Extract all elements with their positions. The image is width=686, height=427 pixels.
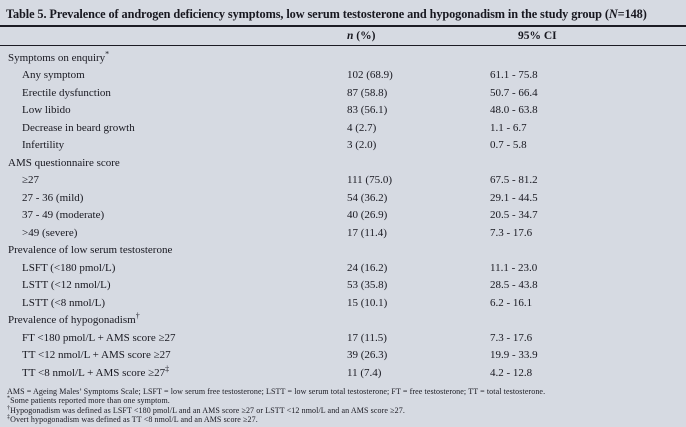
footnote-line: AMS = Ageing Males’ Symptoms Scale; LSFT… — [7, 386, 546, 396]
superscript-marker: ‡ — [165, 364, 170, 374]
row-label: Infertility — [22, 139, 65, 152]
data-row: FT <180 pmol/L + AMS score ≥27 17 (11.5) 7… — [0, 329, 686, 347]
table-title-n-variable: N — [608, 7, 618, 21]
section-label: Prevalence of low serum testosterone — [8, 244, 173, 257]
table-body: Symptoms on enquiry* Any symptom 102 (68.9… — [0, 46, 686, 382]
superscript-marker: † — [135, 311, 140, 321]
data-row: Decrease in beard growth 4 (2.7) 1.1 - 6.7 — [0, 119, 686, 137]
section-row: AMS questionnaire score — [0, 154, 686, 172]
section-row: Prevalence of low serum testosterone — [0, 242, 686, 260]
n-percent-value: 53 (35.8) — [347, 279, 388, 292]
data-row: Erectile dysfunction 87 (58.8) 50.7 - 66.4 — [0, 84, 686, 102]
ci-value: 7.3 - 17.6 — [490, 226, 533, 239]
header-n-italic: n — [347, 30, 354, 42]
data-row: ≥27 111 (75.0) 67.5 - 81.2 — [0, 172, 686, 190]
data-row: TT <12 nmol/L + AMS score ≥27 39 (26.3) 19… — [0, 347, 686, 365]
n-percent-value: 15 (10.1) — [347, 296, 388, 309]
header-empty-cell — [0, 27, 347, 46]
ci-value: 11.1 - 23.0 — [490, 261, 538, 274]
row-label: 27 - 36 (mild) — [22, 191, 84, 204]
row-label: Low libido — [22, 104, 71, 117]
row-label: Decrease in beard growth — [22, 121, 135, 134]
section-row: Prevalence of hypogonadism† — [0, 312, 686, 330]
ci-value: 29.1 - 44.5 — [490, 191, 538, 204]
ci-value: 20.5 - 34.7 — [490, 209, 538, 222]
footnotes: AMS = Ageing Males’ Symptoms Scale; LSFT… — [0, 387, 686, 425]
ci-value: 50.7 - 66.4 — [490, 86, 538, 99]
n-percent-value: 39 (26.3) — [347, 349, 388, 362]
row-label: TT <12 nmol/L + AMS score ≥27 — [22, 349, 171, 362]
row-label: ≥27 — [22, 174, 40, 187]
superscript-marker: * — [7, 395, 11, 402]
row-label: TT <8 nmol/L + AMS score ≥27‡ — [22, 364, 170, 379]
footnote-line: ‡Overt hypogonadism was defined as TT <8… — [7, 414, 258, 425]
header-row: n (%) 95% CI — [0, 27, 686, 46]
superscript-marker: † — [7, 405, 11, 412]
data-row: LSTT (<12 nmol/L) 53 (35.8) 28.5 - 43.8 — [0, 277, 686, 295]
n-percent-value: 17 (11.4) — [347, 226, 387, 239]
row-label: LSFT (<180 pmol/L) — [22, 261, 116, 274]
data-row: >49 (severe) 17 (11.4) 7.3 - 17.6 — [0, 224, 686, 242]
row-label: Erectile dysfunction — [22, 86, 111, 99]
ci-value: 19.9 - 33.9 — [490, 349, 538, 362]
n-percent-value: 24 (16.2) — [347, 261, 388, 274]
ci-value: 67.5 - 81.2 — [490, 174, 538, 187]
footnote-line: †Hypogonadism was defined as LSFT <180 p… — [7, 405, 405, 415]
ci-value: 28.5 - 43.8 — [490, 279, 538, 292]
ci-value: 6.2 - 16.1 — [490, 296, 533, 309]
data-row: Infertility 3 (2.0) 0.7 - 5.8 — [0, 137, 686, 155]
data-row: Any symptom 102 (68.9) 61.1 - 75.8 — [0, 67, 686, 85]
n-percent-value: 111 (75.0) — [347, 174, 393, 187]
data-row: LSFT (<180 pmol/L) 24 (16.2) 11.1 - 23.0 — [0, 259, 686, 277]
data-row: LSTT (<8 nmol/L) 15 (10.1) 6.2 - 16.1 — [0, 294, 686, 312]
n-percent-value: 3 (2.0) — [347, 139, 377, 152]
n-percent-value: 87 (58.8) — [347, 86, 388, 99]
ci-value: 1.1 - 6.7 — [490, 121, 527, 134]
table-title-text: Table 5. Prevalence of androgen deficien… — [6, 7, 609, 21]
row-label: Any symptom — [22, 69, 85, 82]
table-title-count: =148) — [617, 7, 647, 21]
ci-value: 0.7 - 5.8 — [490, 139, 527, 152]
section-label: Prevalence of hypogonadism† — [8, 311, 140, 327]
row-label: LSTT (<12 nmol/L) — [22, 279, 111, 292]
row-label: LSTT (<8 nmol/L) — [22, 296, 105, 309]
ci-value: 4.2 - 12.8 — [490, 366, 533, 379]
row-label: 37 - 49 (moderate) — [22, 209, 105, 222]
ci-value: 48.0 - 63.8 — [490, 104, 538, 117]
header-n-percent: n (%) — [347, 27, 490, 46]
data-row: Low libido 83 (56.1) 48.0 - 63.8 — [0, 102, 686, 120]
n-percent-value: 83 (56.1) — [347, 104, 388, 117]
row-label: >49 (severe) — [22, 226, 78, 239]
data-row: TT <8 nmol/L + AMS score ≥27‡ 11 (7.4) 4.2… — [0, 364, 686, 382]
n-percent-value: 11 (7.4) — [347, 366, 382, 379]
n-percent-value: 40 (26.9) — [347, 209, 388, 222]
superscript-marker: * — [105, 49, 110, 59]
header-95-ci: 95% CI — [518, 30, 557, 42]
section-label: AMS questionnaire score — [8, 156, 120, 169]
ci-value: 7.3 - 17.6 — [490, 331, 533, 344]
header-n-rest: (%) — [353, 30, 376, 42]
row-label: FT <180 pmol/L + AMS score ≥27 — [22, 331, 176, 344]
superscript-marker: ‡ — [7, 414, 11, 421]
n-percent-value: 102 (68.9) — [347, 69, 393, 82]
n-percent-value: 4 (2.7) — [347, 121, 377, 134]
section-row: Symptoms on enquiry* — [0, 46, 686, 67]
n-percent-value: 17 (11.5) — [347, 331, 387, 344]
ci-value: 61.1 - 75.8 — [490, 69, 538, 82]
data-row: 37 - 49 (moderate) 40 (26.9) 20.5 - 34.7 — [0, 207, 686, 225]
prevalence-table: n (%) 95% CI Symptoms on enquiry* Any sym… — [0, 27, 686, 382]
table-header: n (%) 95% CI — [0, 27, 686, 46]
footnote-line: *Some patients reported more than one sy… — [7, 395, 170, 406]
section-label: Symptoms on enquiry* — [8, 49, 110, 64]
table-title: Table 5. Prevalence of androgen deficien… — [0, 5, 686, 27]
n-percent-value: 54 (36.2) — [347, 191, 388, 204]
data-row: 27 - 36 (mild) 54 (36.2) 29.1 - 44.5 — [0, 189, 686, 207]
